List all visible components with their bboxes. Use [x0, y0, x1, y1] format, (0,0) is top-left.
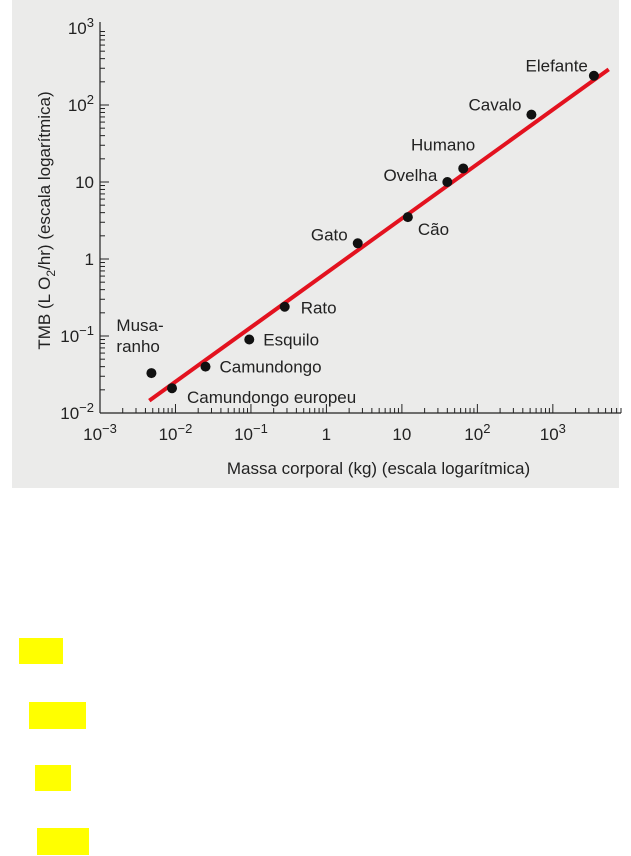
data-point: [526, 109, 537, 120]
chart-panel: [12, 0, 619, 488]
point-label: Elefante: [526, 57, 588, 76]
highlight-marker-3: [35, 765, 71, 791]
y-tick-label: 10−1: [60, 323, 94, 346]
x-tick-label: 10−3: [83, 421, 117, 444]
x-tick-label: 10−1: [234, 421, 268, 444]
point-label: Gato: [311, 225, 348, 244]
x-tick-label: 10−2: [159, 421, 193, 444]
x-tick-label: 103: [540, 421, 566, 444]
y-tick-label: 10−2: [60, 400, 94, 423]
data-point: [588, 70, 599, 81]
data-point: [442, 177, 453, 187]
data-point: [279, 301, 290, 312]
x-tick-label: 102: [464, 421, 490, 444]
trend-line: [148, 67, 610, 403]
x-tick-label: 10: [392, 425, 411, 444]
y-tick-label: 10: [75, 173, 94, 192]
point-label: Camundongo europeu: [187, 388, 356, 407]
highlight-marker-4: [37, 828, 89, 855]
x-axis-title: Massa corporal (kg) (escala logarítmica): [227, 459, 530, 478]
point-label: Humano: [411, 135, 475, 154]
data-point: [146, 368, 157, 379]
x-tick-label: 1: [322, 425, 331, 444]
point-label: Cavalo: [468, 96, 521, 115]
data-point: [244, 334, 255, 345]
data-point: [352, 238, 363, 249]
data-point: [458, 163, 469, 174]
highlight-marker-2: [29, 702, 86, 729]
point-label: Rato: [301, 299, 337, 318]
highlight-marker-1: [19, 638, 63, 664]
point-label: Esquilo: [263, 331, 319, 350]
point-label: Ovelha: [383, 166, 437, 185]
data-point: [402, 212, 413, 223]
data-point: [200, 361, 211, 372]
y-tick-label: 102: [68, 92, 94, 115]
point-label: Musa-ranho: [116, 316, 163, 356]
y-axis-title: TMB (L O2/hr) (escala logarítmica): [35, 91, 58, 349]
scatter-chart: 10−3 10−2 10−1 1 10 102 10310−210−1110102103Ma…: [35, 15, 622, 478]
data-point: [167, 383, 178, 394]
y-tick-label: 103: [68, 15, 94, 38]
point-label: Camundongo: [220, 358, 322, 377]
y-tick-label: 1: [85, 250, 94, 269]
point-label: Cão: [418, 220, 449, 239]
